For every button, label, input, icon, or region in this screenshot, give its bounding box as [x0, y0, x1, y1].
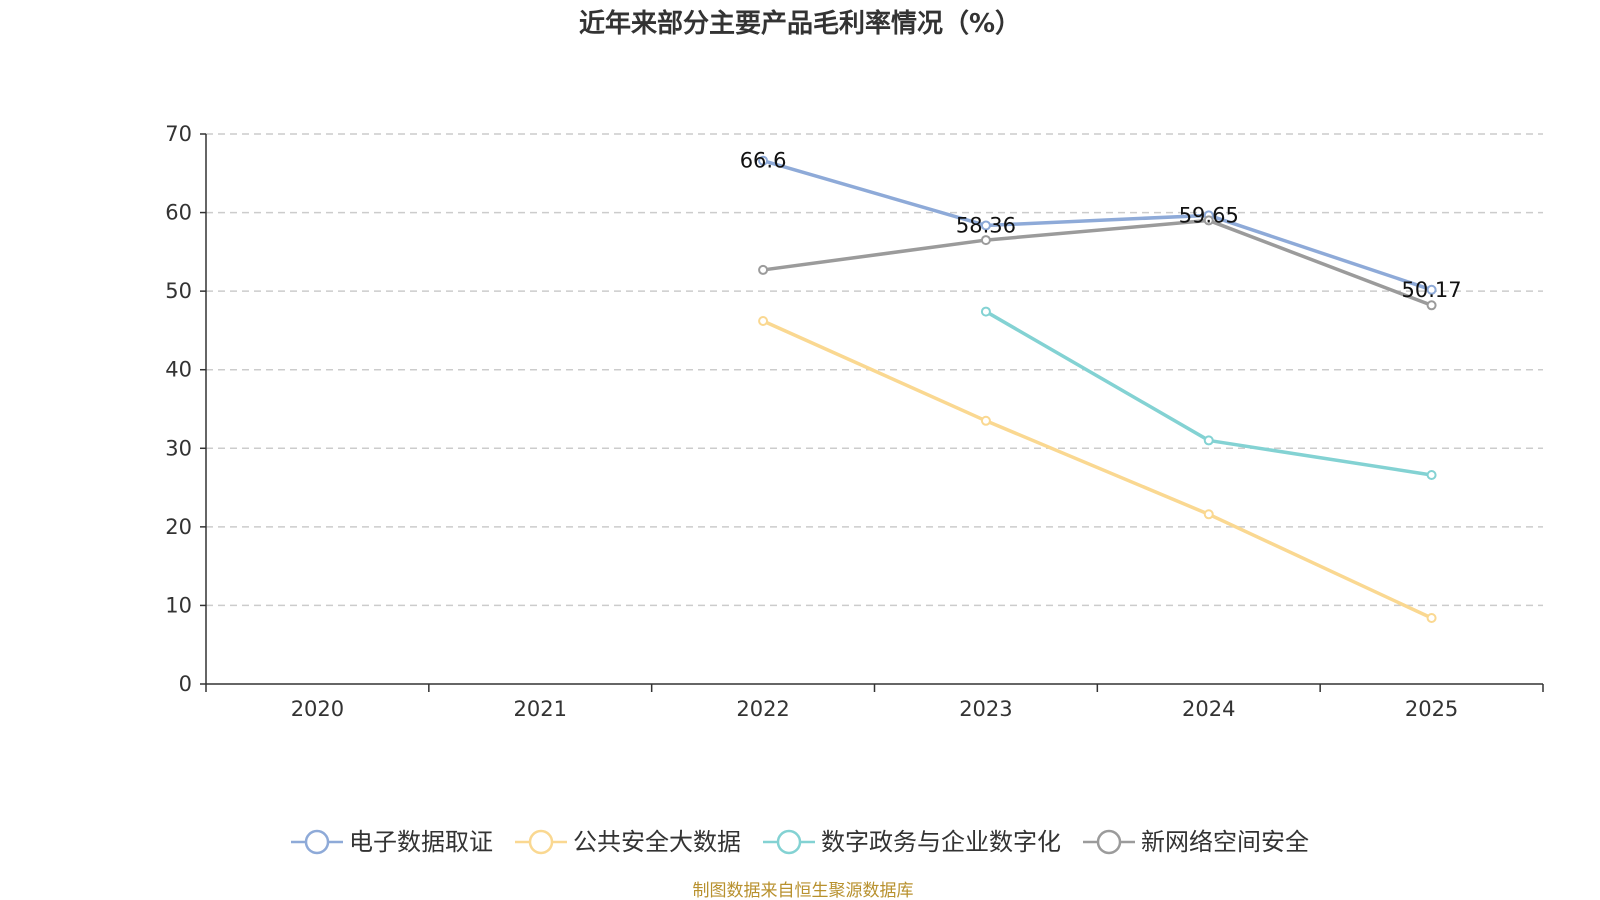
- source-note: 制图数据来自恒生聚源数据库: [693, 881, 914, 900]
- data-point-s0-2023[interactable]: [980, 220, 991, 231]
- legend-label: 新网络空间安全: [1141, 828, 1309, 856]
- data-label-s0-2023: 58.36: [956, 213, 1016, 237]
- x-tick-label-2023: 2023: [959, 697, 1012, 721]
- data-point-s2-2023[interactable]: [980, 306, 991, 317]
- legend-label: 公共安全大数据: [573, 828, 741, 856]
- legend-circle-icon: [776, 829, 802, 855]
- data-point-s0-2025[interactable]: [1426, 284, 1437, 295]
- y-tick-label: 40: [165, 358, 192, 382]
- legend-circle-icon: [1096, 829, 1122, 855]
- data-point-s2-2025[interactable]: [1426, 470, 1437, 480]
- series-group: [758, 155, 1437, 623]
- data-label-s0-2024: 59.65: [1179, 203, 1239, 227]
- data-point-s1-2025[interactable]: [1426, 613, 1437, 623]
- data-point-s2-2024[interactable]: [1203, 435, 1214, 446]
- data-point-s3-2025[interactable]: [1426, 300, 1437, 311]
- x-tick-label-2021: 2021: [514, 697, 567, 721]
- series-line-1: [761, 319, 1434, 620]
- legend-item-0[interactable]: 电子数据取证: [291, 828, 493, 856]
- data-labels: 66.6 58.36 59.65 50.17: [740, 149, 1462, 302]
- y-tick-label: 30: [165, 436, 192, 460]
- y-tick-label: 60: [165, 201, 192, 225]
- series-line-0: [761, 158, 1434, 292]
- y-tick-label: 70: [165, 122, 192, 146]
- legend-circle-icon: [304, 829, 330, 855]
- data-label-s0-2025: 50.17: [1402, 278, 1462, 302]
- x-tick-label-2024: 2024: [1182, 697, 1235, 721]
- y-tick-label: 50: [165, 279, 192, 303]
- data-point-s3-2024[interactable]: [1203, 215, 1214, 226]
- y-tick-label: 10: [165, 593, 192, 617]
- legend-item-2[interactable]: 数字政务与企业数字化: [763, 828, 1061, 856]
- data-point-s3-2022[interactable]: [758, 264, 769, 275]
- x-tick-label-2020: 2020: [291, 697, 344, 721]
- legend-item-1[interactable]: 公共安全大数据: [515, 828, 741, 856]
- legend-label: 数字政务与企业数字化: [821, 828, 1061, 856]
- legend-circle-icon: [528, 829, 554, 855]
- data-point-s1-2022[interactable]: [758, 316, 769, 326]
- x-tick-label-2025: 2025: [1405, 697, 1458, 721]
- data-point-s3-2023[interactable]: [980, 235, 991, 246]
- y-tick-label: 20: [165, 515, 192, 539]
- grid-lines: [206, 133, 1543, 607]
- data-point-s1-2024[interactable]: [1203, 509, 1214, 520]
- data-label-s0-2022: 66.6: [740, 149, 787, 173]
- legend[interactable]: 电子数据取证 公共安全大数据 数字政务与企业数字化 新网络空间安全: [291, 828, 1309, 856]
- chart-title: 近年来部分主要产品毛利率情况（%）: [579, 8, 1021, 39]
- legend-label: 电子数据取证: [349, 828, 493, 856]
- y-tick-label: 0: [179, 672, 192, 696]
- series-line-3: [761, 218, 1434, 308]
- data-point-s0-2022[interactable]: [758, 155, 769, 166]
- axes: 0 10 20 30 40 50 60 70 2020 2021 2022 2023 2024 2025: [165, 122, 1544, 721]
- legend-item-3[interactable]: 新网络空间安全: [1083, 828, 1309, 856]
- data-point-s1-2023[interactable]: [980, 415, 991, 426]
- x-tick-label-2022: 2022: [736, 697, 789, 721]
